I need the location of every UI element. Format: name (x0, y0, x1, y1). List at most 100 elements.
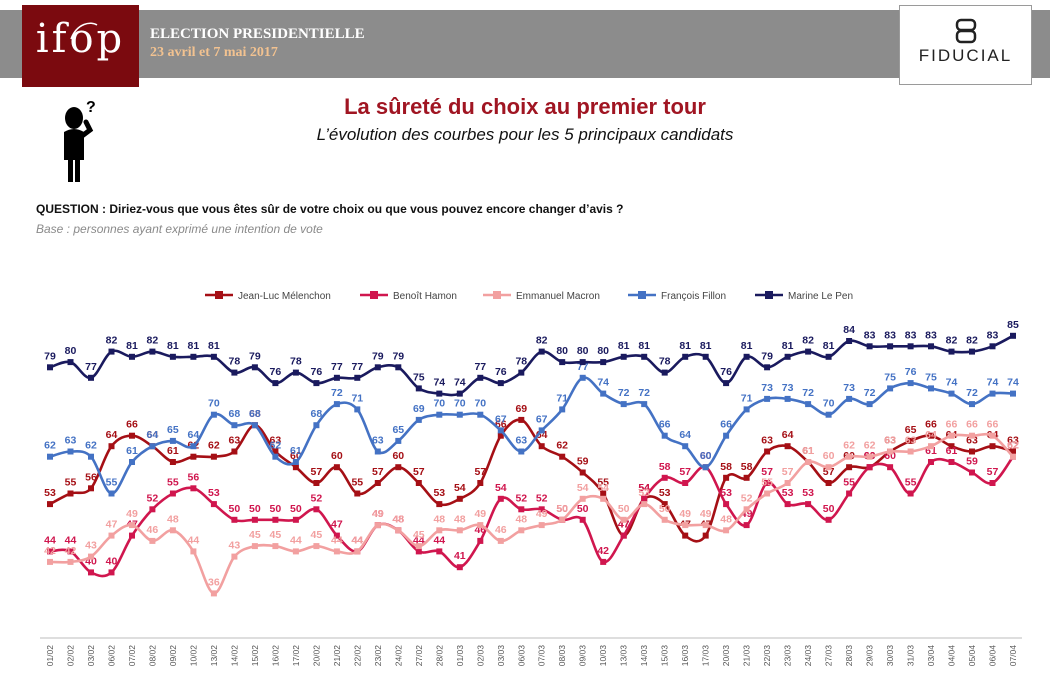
data-label: 62 (1007, 440, 1019, 452)
data-point (518, 416, 525, 423)
data-point (846, 490, 853, 497)
data-point (497, 495, 504, 502)
data-label: 70 (474, 398, 486, 410)
data-point (641, 353, 648, 360)
data-point (108, 443, 115, 450)
legend-label: Benoît Hamon (393, 291, 457, 302)
data-label: 74 (987, 377, 999, 389)
data-label: 61 (290, 445, 302, 457)
data-point (538, 443, 545, 450)
data-label: 78 (515, 356, 527, 368)
data-point (477, 411, 484, 418)
data-label: 80 (577, 345, 589, 357)
data-point (190, 443, 197, 450)
data-label: 72 (618, 387, 630, 399)
data-label: 72 (638, 387, 650, 399)
data-label: 77 (474, 361, 486, 373)
data-point (928, 443, 934, 450)
data-point (354, 548, 361, 555)
data-label: 45 (311, 529, 323, 541)
data-label: 81 (741, 340, 753, 352)
data-point (395, 527, 402, 534)
data-point (846, 338, 853, 344)
data-label: 53 (44, 487, 56, 499)
data-label: 44 (290, 534, 302, 546)
data-label: 50 (290, 503, 302, 515)
data-label: 47 (618, 519, 630, 531)
data-label: 44 (44, 534, 56, 546)
data-point (47, 364, 53, 371)
data-label: 65 (905, 424, 917, 436)
data-label: 57 (679, 466, 691, 478)
svg-text:?: ? (86, 99, 96, 116)
data-point (907, 343, 914, 350)
data-point (764, 490, 771, 497)
data-point (190, 548, 197, 555)
data-label: 50 (618, 503, 630, 515)
data-point (743, 474, 750, 481)
data-label: 61 (126, 445, 138, 457)
x-tick-label: 03/02 (86, 645, 96, 667)
x-tick-label: 06/02 (106, 645, 116, 667)
data-point (928, 385, 934, 392)
data-point (169, 459, 176, 465)
data-label: 49 (700, 508, 712, 520)
data-point (47, 558, 53, 565)
data-point (333, 464, 340, 471)
data-point (661, 516, 668, 523)
x-tick-label: 20/02 (311, 645, 321, 667)
legend-item-jean-luc-melenchon: Jean-Luc Mélenchon (205, 291, 331, 302)
data-label: 68 (249, 408, 261, 420)
data-label: 64 (679, 429, 691, 441)
data-point (436, 548, 443, 555)
data-point (231, 516, 238, 523)
data-point (682, 443, 689, 450)
data-label: 63 (884, 435, 896, 447)
data-point (948, 432, 955, 439)
data-point (1010, 390, 1016, 397)
data-label: 55 (106, 477, 118, 489)
data-label: 61 (802, 445, 814, 457)
data-label: 64 (782, 429, 794, 441)
data-label: 44 (188, 534, 200, 546)
data-label: 62 (1007, 440, 1019, 452)
data-label: 47 (331, 519, 343, 531)
data-point (743, 506, 750, 513)
data-label: 66 (966, 419, 978, 431)
data-point (47, 501, 53, 508)
data-point (518, 448, 525, 455)
data-label: 44 (331, 534, 343, 546)
data-label: 65 (392, 424, 404, 436)
x-tick-label: 22/02 (352, 645, 362, 667)
data-label: 65 (167, 424, 179, 436)
data-label: 85 (1007, 319, 1019, 331)
data-point (702, 464, 709, 471)
data-point (129, 522, 135, 529)
data-point (272, 516, 279, 523)
data-label: 43 (85, 540, 97, 552)
x-tick-label: 13/02 (209, 645, 219, 667)
data-label: 45 (249, 529, 261, 541)
sponsor-logo: FIDUCIAL (899, 5, 1032, 85)
data-label: 48 (433, 513, 445, 525)
data-label: 36 (208, 576, 220, 588)
data-point (518, 506, 525, 513)
data-point (333, 548, 340, 555)
data-point (456, 495, 463, 502)
data-point (169, 437, 176, 444)
data-point (292, 464, 299, 471)
series-layer: 5355566466646162626368636057605557605753… (44, 319, 1019, 597)
data-label: 55 (905, 477, 917, 489)
data-label: 50 (556, 503, 568, 515)
x-tick-label: 24/03 (803, 645, 813, 667)
data-label: 52 (311, 492, 323, 504)
data-label: 66 (659, 419, 671, 431)
data-point (477, 537, 484, 544)
data-point (149, 506, 156, 513)
data-label: 62 (843, 440, 855, 452)
x-tick-label: 13/03 (619, 645, 629, 667)
data-point (538, 348, 545, 355)
data-label: 63 (65, 435, 77, 447)
data-point (743, 522, 750, 529)
data-point (866, 453, 873, 460)
